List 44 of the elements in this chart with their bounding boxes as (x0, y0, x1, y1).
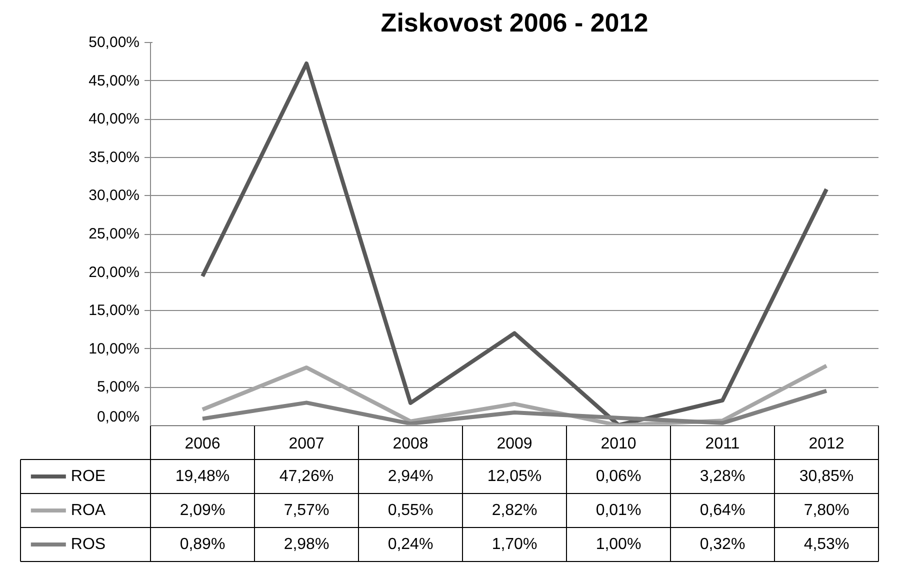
chart-title: Ziskovost 2006 - 2012 (380, 8, 648, 38)
x-tick-label: 2007 (288, 436, 324, 452)
data-label: 0,64% (700, 502, 746, 519)
legend-label: ROE (70, 468, 106, 485)
x-tick-label: 2009 (496, 436, 532, 452)
x-tick-label: 2010 (600, 436, 636, 452)
data-label: 2,94% (388, 468, 434, 485)
data-label: 7,57% (284, 502, 330, 519)
y-tick-label: 0,00% (96, 408, 140, 426)
data-label: 0,32% (700, 536, 746, 553)
legend-label: ROA (70, 502, 106, 519)
data-label: 19,48% (175, 468, 230, 485)
data-label: 3,28% (700, 468, 746, 485)
y-tick-label: 25,00% (88, 226, 140, 242)
y-tick-label: 35,00% (88, 148, 140, 166)
y-tick-label: 5,00% (96, 378, 140, 396)
x-tick-label: 2006 (184, 436, 220, 452)
y-tick-label: 45,00% (88, 72, 140, 90)
y-tick-label: 30,00% (88, 187, 140, 204)
legend-label: ROS (70, 536, 106, 553)
x-tick-label: 2011 (705, 436, 740, 452)
data-label: 0,06% (596, 468, 642, 485)
y-tick-label: 10,00% (88, 340, 140, 358)
data-label: 2,82% (492, 502, 538, 519)
data-label: 1,70% (492, 536, 538, 553)
data-label: 7,80% (804, 502, 850, 519)
y-tick-label: 40,00% (88, 110, 140, 128)
data-label: 2,09% (180, 502, 226, 519)
y-tick-label: 50,00% (88, 34, 140, 51)
data-label: 12,05% (487, 468, 542, 485)
x-tick-label: 2008 (392, 436, 428, 452)
data-label: 0,55% (388, 502, 434, 519)
y-tick-label: 20,00% (88, 264, 140, 281)
data-label: 0,24% (388, 536, 434, 553)
data-label: 1,00% (596, 536, 642, 553)
line-series (200, 61, 828, 425)
data-label: 0,89% (180, 536, 226, 553)
y-tick-label: 15,00% (88, 302, 140, 320)
data-label: 2,98% (284, 536, 330, 553)
data-label: 0,01% (596, 502, 642, 519)
x-tick-label: 2012 (808, 436, 844, 452)
data-label: 4,53% (804, 536, 850, 553)
data-label: 30,85% (799, 468, 854, 485)
data-label: 47,26% (279, 468, 334, 485)
